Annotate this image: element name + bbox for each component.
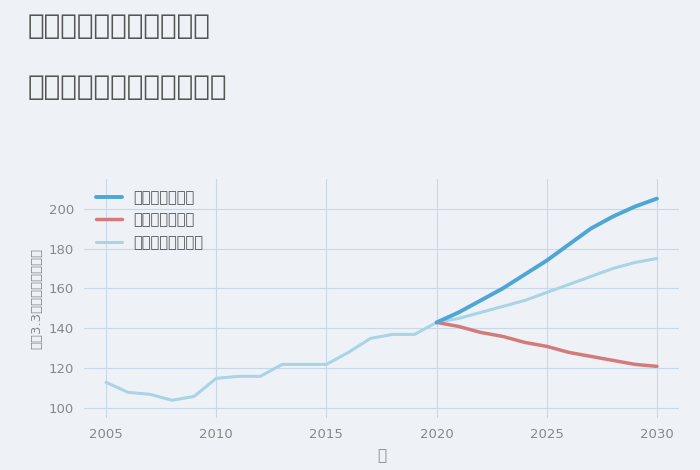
ノーマルシナリオ [477,310,485,315]
ノーマルシナリオ [521,298,529,303]
グッドシナリオ [498,286,507,291]
ノーマルシナリオ [433,320,441,325]
バッドシナリオ [542,344,551,349]
ノーマルシナリオ [498,304,507,309]
バッドシナリオ [587,353,595,359]
バッドシナリオ [653,364,662,369]
バッドシナリオ [565,350,573,355]
ノーマルシナリオ [631,259,639,265]
ノーマルシナリオ [587,274,595,279]
ノーマルシナリオ [454,316,463,321]
グッドシナリオ [631,204,639,210]
バッドシナリオ [454,324,463,329]
グッドシナリオ [565,242,573,247]
バッドシナリオ [433,320,441,325]
バッドシナリオ [631,361,639,367]
X-axis label: 年: 年 [377,448,386,463]
グッドシナリオ [587,226,595,231]
グッドシナリオ [454,310,463,315]
グッドシナリオ [433,320,441,325]
ノーマルシナリオ [653,256,662,261]
ノーマルシナリオ [565,282,573,287]
Legend: グッドシナリオ, バッドシナリオ, ノーマルシナリオ: グッドシナリオ, バッドシナリオ, ノーマルシナリオ [91,186,208,254]
Line: ノーマルシナリオ: ノーマルシナリオ [437,258,657,322]
グッドシナリオ [477,298,485,303]
Text: 中古マンションの価格推移: 中古マンションの価格推移 [28,73,228,101]
バッドシナリオ [609,358,617,363]
グッドシナリオ [653,196,662,202]
Line: バッドシナリオ: バッドシナリオ [437,322,657,367]
ノーマルシナリオ [542,290,551,295]
グッドシナリオ [609,214,617,219]
グッドシナリオ [542,258,551,263]
グッドシナリオ [521,272,529,277]
バッドシナリオ [521,340,529,345]
ノーマルシナリオ [609,266,617,271]
バッドシナリオ [477,329,485,335]
Y-axis label: 坪（3.3㎡）単価（万円）: 坪（3.3㎡）単価（万円） [30,248,43,349]
Text: 大阪府堺市堺区中瓦町の: 大阪府堺市堺区中瓦町の [28,12,211,40]
Line: グッドシナリオ: グッドシナリオ [437,199,657,322]
バッドシナリオ [498,334,507,339]
